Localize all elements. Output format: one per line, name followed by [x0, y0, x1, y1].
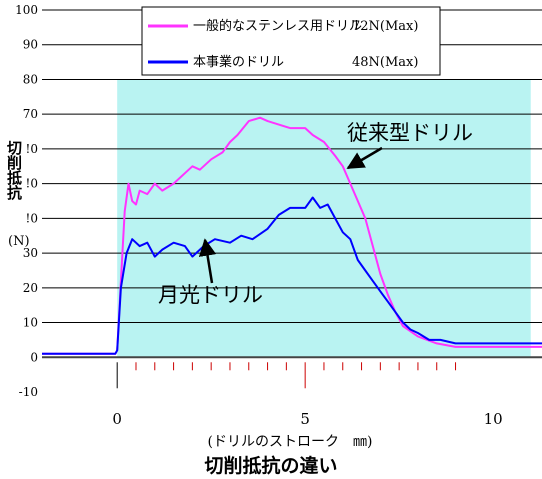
y-tick-labels: -10 0 10 20 30 !0 !0 !0 70 80 90 100 [15, 3, 38, 399]
y-tick-label: 70 [23, 107, 38, 121]
y-tick-label: !0 [26, 211, 38, 225]
chart-caption: 切削抵抗の違い [204, 454, 337, 477]
y-tick-label: -10 [19, 385, 38, 399]
legend-label-conventional: 一般的なステンレス用ドリル [193, 18, 362, 34]
legend-value-conventional: 72N(Max) [352, 19, 418, 34]
x-tick-labels: 0 5 10 [112, 410, 502, 428]
series-line-gekko [42, 196, 542, 355]
legend-label-gekko: 本事業のドリル [193, 54, 284, 70]
y-tick-label: !0 [26, 142, 38, 156]
series-line-conventional [42, 116, 542, 355]
y-tick-label: 0 [30, 350, 38, 364]
y-axis-unit: (N) [8, 234, 30, 249]
y-tick-label: 80 [23, 72, 38, 86]
annotation-conventional-label: 従来型ドリル [347, 121, 473, 145]
x-tick-label: 0 [112, 410, 122, 428]
x-axis [42, 356, 542, 389]
y-tick-label: 30 [23, 246, 38, 260]
annotation-conventional-arrow [346, 146, 383, 170]
x-tick-label: 10 [484, 410, 503, 428]
annotation-conventional: 従来型ドリル [346, 121, 473, 170]
annotation-gekko-arrow [198, 238, 217, 284]
y-tick-label: !0 [26, 177, 38, 191]
legend-box [141, 6, 441, 76]
plot-series [42, 116, 542, 355]
annotation-gekko-label: 月光ドリル [158, 283, 263, 307]
x-axis-label: (ドリルのストローク ㎜) [208, 434, 373, 450]
y-axis-label: 切削抵抗 [5, 140, 23, 201]
y-tick-label: 10 [23, 316, 38, 330]
annotation-gekko: 月光ドリル [158, 238, 263, 307]
y-tick-label: 20 [23, 281, 38, 295]
legend-value-gekko: 48N(Max) [352, 55, 418, 70]
legend: 一般的なステンレス用ドリル 72N(Max) 本事業のドリル 48N(Max) [141, 6, 441, 76]
y-tick-label: 90 [23, 38, 38, 52]
y-tick-label: 100 [15, 3, 38, 17]
x-tick-label: 5 [300, 410, 310, 428]
